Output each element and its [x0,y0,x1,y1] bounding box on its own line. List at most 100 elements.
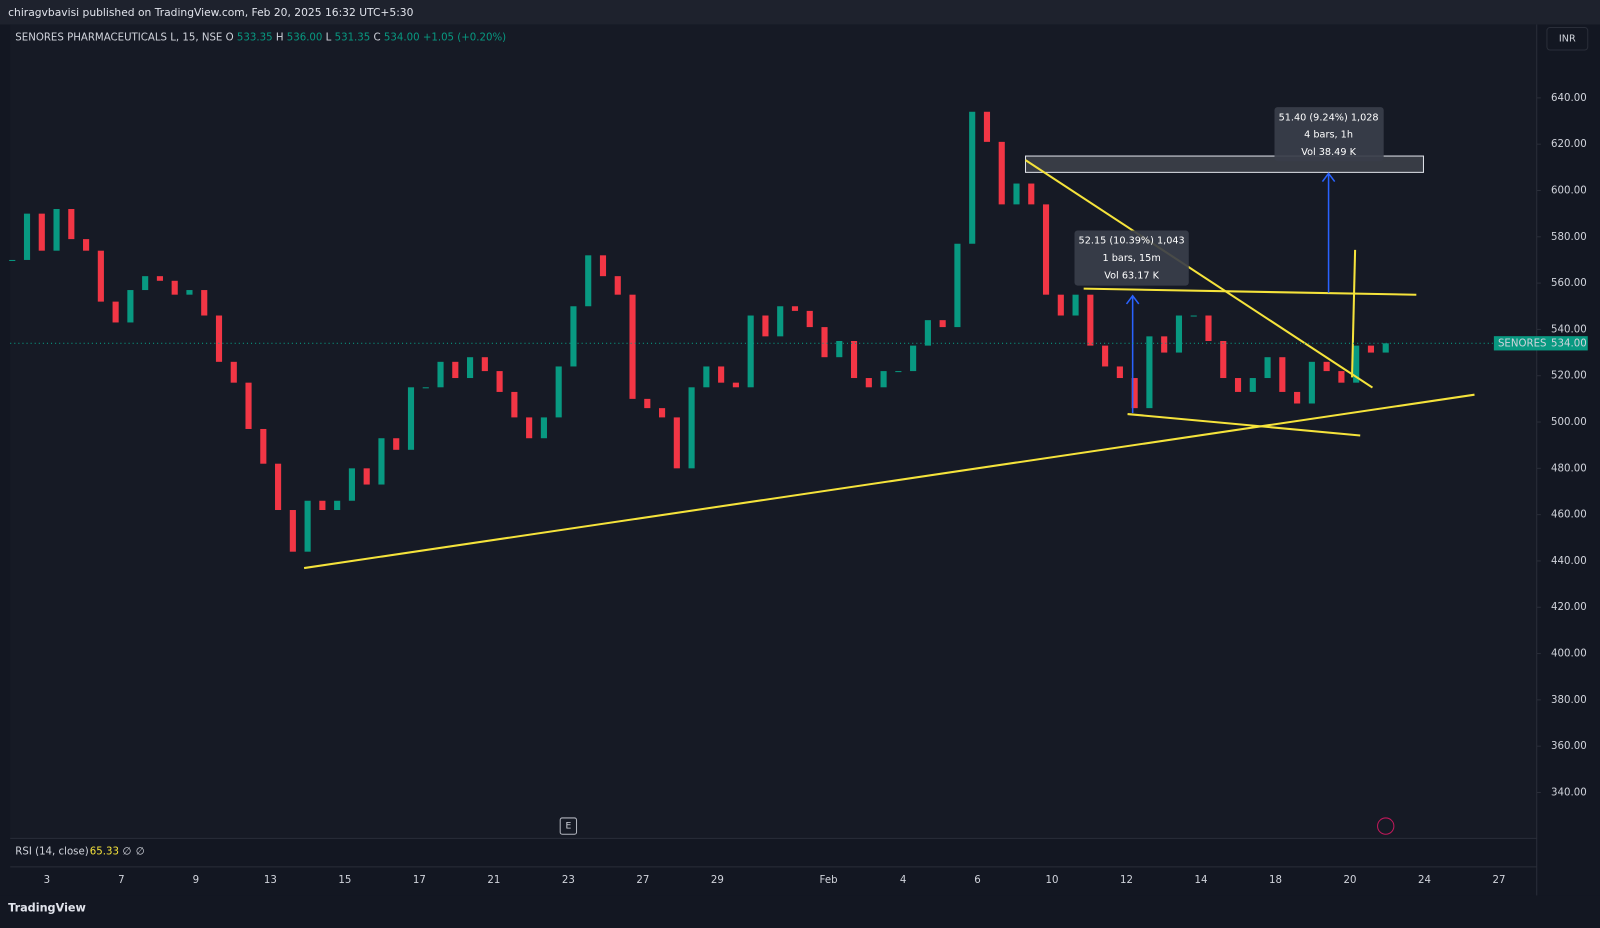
candle [1116,366,1123,379]
candle [1057,294,1064,316]
candle [1087,294,1094,346]
candle [747,315,754,388]
y-tick-label: 600.00 [1551,185,1587,196]
candle [378,438,385,485]
x-tick-label: 14 [1195,875,1208,886]
candle [407,387,415,450]
measure-text: 4 bars, 1h [1304,130,1353,141]
candle [1264,357,1271,379]
candle [865,378,872,388]
candle [688,387,695,469]
measure-text: 51.40 (9.24%) 1,028 [1279,112,1379,123]
candle [1205,315,1212,341]
candle [393,438,400,450]
candle [526,417,533,439]
x-tick-label: 9 [193,875,199,886]
candle [540,417,547,439]
candle [629,294,636,399]
candle [452,361,459,379]
candle [614,276,621,295]
candle [289,510,296,552]
candle [215,315,223,362]
candle [570,306,577,367]
candle [806,310,813,328]
candle [112,301,119,323]
candle [983,111,991,142]
measure-box [1274,107,1384,162]
x-tick-label: 27 [636,875,649,886]
x-tick-label: 6 [974,875,980,886]
candle [777,306,784,337]
x-tick-label: 10 [1046,875,1059,886]
candle [1249,378,1256,392]
candle [142,276,149,291]
candle [1102,345,1109,367]
x-tick-label: 21 [487,875,500,886]
candle [1338,371,1345,383]
alert-icon[interactable] [1377,817,1395,835]
y-tick-label: 380.00 [1551,695,1587,706]
x-tick-label: 15 [338,875,351,886]
candle [201,290,208,316]
measure-text: Vol 63.17 K [1104,270,1159,281]
legend-item: 534.00 [384,33,420,44]
rsi-label: RSI (14, close) [15,847,88,858]
price-tag-bg [1493,336,1588,351]
x-tick-label: 12 [1120,875,1133,886]
price-tag-label: 534.00 [1551,338,1587,349]
measure-text: Vol 38.49 K [1301,147,1356,158]
candle [363,468,370,485]
x-tick-label: 13 [264,875,277,886]
legend-item: C [374,33,381,44]
candle [1382,343,1389,353]
candle [644,398,651,409]
y-tick-label: 340.00 [1551,787,1587,798]
candle [319,500,326,511]
candle [171,280,178,295]
candle [1279,357,1286,392]
rsi-value: 65.33 [90,847,119,858]
x-tick-label: 29 [711,875,724,886]
y-tick-label: 440.00 [1551,556,1587,567]
candle [481,357,488,372]
candle [275,463,282,511]
candle [304,500,311,552]
x-tick-label: 3 [44,875,50,886]
y-tick-label: 640.00 [1551,93,1587,104]
trend-lines [303,159,1475,570]
candle [260,428,267,464]
currency-button[interactable] [1546,27,1589,51]
candle [467,357,474,379]
price-tag-name: SENORES [1498,338,1547,349]
y-tick-label: 400.00 [1551,649,1587,660]
footer [0,895,1600,924]
trend-line [1351,249,1357,378]
measure-text: 52.15 (10.39%) 1,043 [1079,236,1185,247]
currency[interactable]: INR [1559,34,1576,45]
candle [1042,204,1050,295]
candle [939,320,946,328]
x-tick-label: 20 [1344,875,1357,886]
candle [230,361,237,383]
x-tick-label: 27 [1492,875,1505,886]
candle [1013,183,1020,205]
legend-item: +1.05 (+0.20%) [423,33,506,44]
candle [718,366,725,383]
candle [127,290,134,323]
candle [555,366,562,418]
footer-brand: TradingView [8,902,86,915]
candle [910,345,917,372]
measure-text: 1 bars, 15m [1102,253,1160,264]
event-marker-box[interactable] [559,817,578,835]
y-tick-label: 560.00 [1551,278,1587,289]
candle [791,306,799,311]
candle [969,111,976,244]
x-tick-label: 7 [118,875,124,886]
candle [762,315,769,337]
event-marker[interactable]: E [565,821,571,832]
trend-line [1024,159,1374,389]
x-tick-label: 23 [562,875,575,886]
candle [673,417,680,469]
candle [703,366,710,388]
